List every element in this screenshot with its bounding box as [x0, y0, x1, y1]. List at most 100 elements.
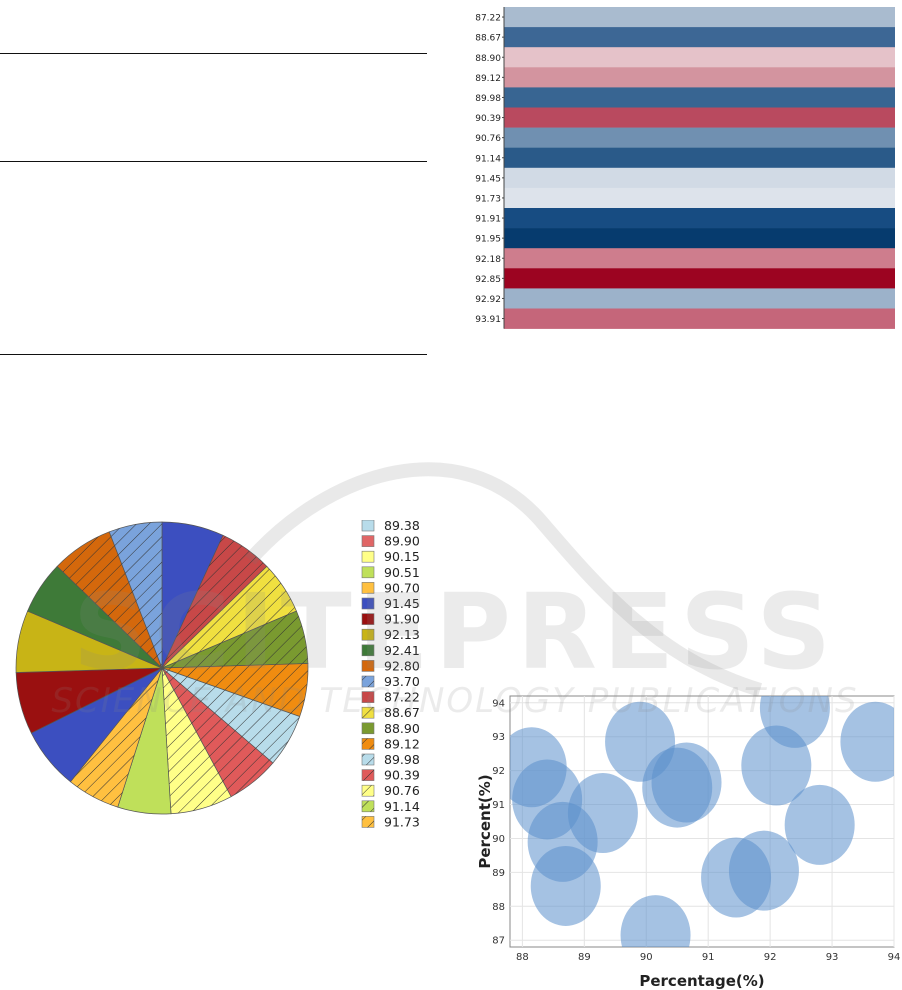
bubble-point [651, 742, 722, 823]
heatmap-row [504, 208, 895, 229]
legend-swatch [361, 582, 375, 594]
heatmap-row [504, 228, 895, 249]
heatmap-row-label: 88.90 [475, 54, 501, 64]
pie-chart: 89.3889.9090.1590.5190.7091.4591.9092.13… [15, 520, 420, 829]
legend-label: 90.51 [384, 565, 420, 580]
heatmap-row [504, 107, 895, 128]
x-axis-label: Percentage(%) [639, 972, 764, 990]
heatmap-row-label: 91.95 [475, 235, 501, 245]
x-tick-label: 88 [516, 952, 529, 963]
legend-label: 89.38 [384, 520, 420, 533]
legend-label: 92.80 [384, 658, 420, 673]
heatmap-row [504, 268, 895, 289]
pie-slice-hatch [57, 531, 162, 668]
y-tick-label: 92 [492, 766, 505, 777]
legend-swatch [361, 613, 375, 625]
heatmap-row [504, 308, 895, 329]
heatmap-row [504, 288, 895, 309]
heatmap-row-label: 92.85 [475, 275, 501, 285]
legend-swatch [361, 660, 375, 672]
legend-swatch-hatch [362, 738, 374, 750]
legend-label: 91.14 [384, 799, 420, 814]
y-tick-label: 90 [492, 834, 505, 845]
heatmap-row-label: 88.67 [475, 34, 501, 44]
legend-label: 90.39 [384, 768, 420, 783]
y-tick-label: 89 [492, 868, 505, 879]
legend-swatch-hatch [362, 707, 374, 719]
x-tick-label: 91 [702, 952, 715, 963]
legend-swatch-hatch [362, 676, 374, 687]
y-axis-label: Percent(%) [476, 774, 494, 868]
heatmap-row [504, 87, 895, 108]
x-tick-label: 90 [640, 952, 653, 963]
heatmap-row-label: 91.45 [475, 174, 501, 184]
pie-slice-hatch [162, 668, 232, 814]
bubble-point [784, 784, 855, 865]
heatmap-row-label: 92.18 [475, 255, 501, 265]
legend-swatch [361, 628, 375, 641]
heatmap-row [504, 67, 895, 88]
bubble-point [567, 773, 638, 854]
heatmap-row-label: 91.73 [475, 194, 501, 204]
pie-slice-hatch [70, 668, 162, 808]
table-rule-bottom [0, 354, 427, 355]
heatmap-row-label: 92.92 [475, 295, 501, 305]
table-rule-middle [0, 161, 427, 162]
legend-label: 87.22 [384, 690, 420, 705]
heatmap-row [504, 7, 895, 28]
x-tick-label: 89 [578, 952, 591, 963]
legend-swatch [361, 566, 375, 579]
heatmap-row [504, 167, 895, 189]
legend-label: 90.76 [384, 783, 420, 798]
pie-slice-hatch [162, 668, 300, 763]
legend-swatch [361, 520, 375, 532]
legend-label: 89.12 [384, 736, 420, 751]
legend-label: 90.15 [384, 549, 420, 564]
legend-swatch-hatch [362, 785, 374, 797]
legend-swatch [361, 597, 375, 610]
legend-swatch-hatch [362, 816, 374, 828]
y-tick-label: 87 [492, 936, 505, 947]
bubble-point [840, 701, 894, 782]
legend-label: 91.45 [384, 596, 420, 611]
legend-label: 88.90 [384, 721, 420, 736]
heatmap-row [504, 248, 895, 269]
bubble-chart: 88 89 90 91 92 93 94 87 88 89 90 91 92 93 94 Percentage… [476, 695, 901, 990]
pie-slice-hatch [162, 663, 308, 717]
x-tick-label: 92 [764, 952, 777, 963]
y-tick-label: 91 [492, 800, 505, 811]
bubble-point [620, 895, 691, 947]
bubble-point [728, 830, 799, 911]
pie-slice-hatch [162, 535, 267, 668]
legend-swatch [361, 691, 375, 703]
pie-slice-hatch [109, 522, 162, 668]
legend-label: 92.13 [384, 627, 420, 642]
legend-label: 88.67 [384, 705, 420, 720]
legend-swatch-hatch [362, 769, 374, 781]
bubble-point [530, 845, 601, 926]
legend-swatch-hatch [362, 754, 374, 765]
bubble-point [759, 696, 830, 748]
legend-swatch [361, 535, 375, 547]
x-tick-label: 93 [826, 952, 839, 963]
legend-label: 89.98 [384, 752, 420, 767]
heatmap-row [504, 187, 895, 209]
legend-swatch [361, 722, 375, 735]
heatmap-row-label: 93.91 [475, 315, 501, 325]
heatmap-row-label: 90.76 [475, 134, 501, 144]
legend-label: 90.70 [384, 580, 420, 595]
heatmap-row [504, 47, 895, 68]
heatmap-row-label: 90.39 [475, 114, 501, 124]
heatmap-row [504, 27, 895, 48]
heatmap-row [504, 127, 895, 148]
legend-label: 91.73 [384, 814, 420, 829]
x-tick-label: 94 [888, 952, 901, 963]
y-tick-label: 94 [492, 698, 505, 709]
pie-slice-hatch [162, 611, 308, 668]
pie-slice-hatch [162, 566, 297, 668]
legend-swatch [361, 550, 375, 563]
legend-label: 89.90 [384, 534, 420, 549]
legend-label: 92.41 [384, 643, 420, 658]
legend-swatch [361, 644, 375, 657]
pie-slice-hatch [162, 668, 273, 797]
